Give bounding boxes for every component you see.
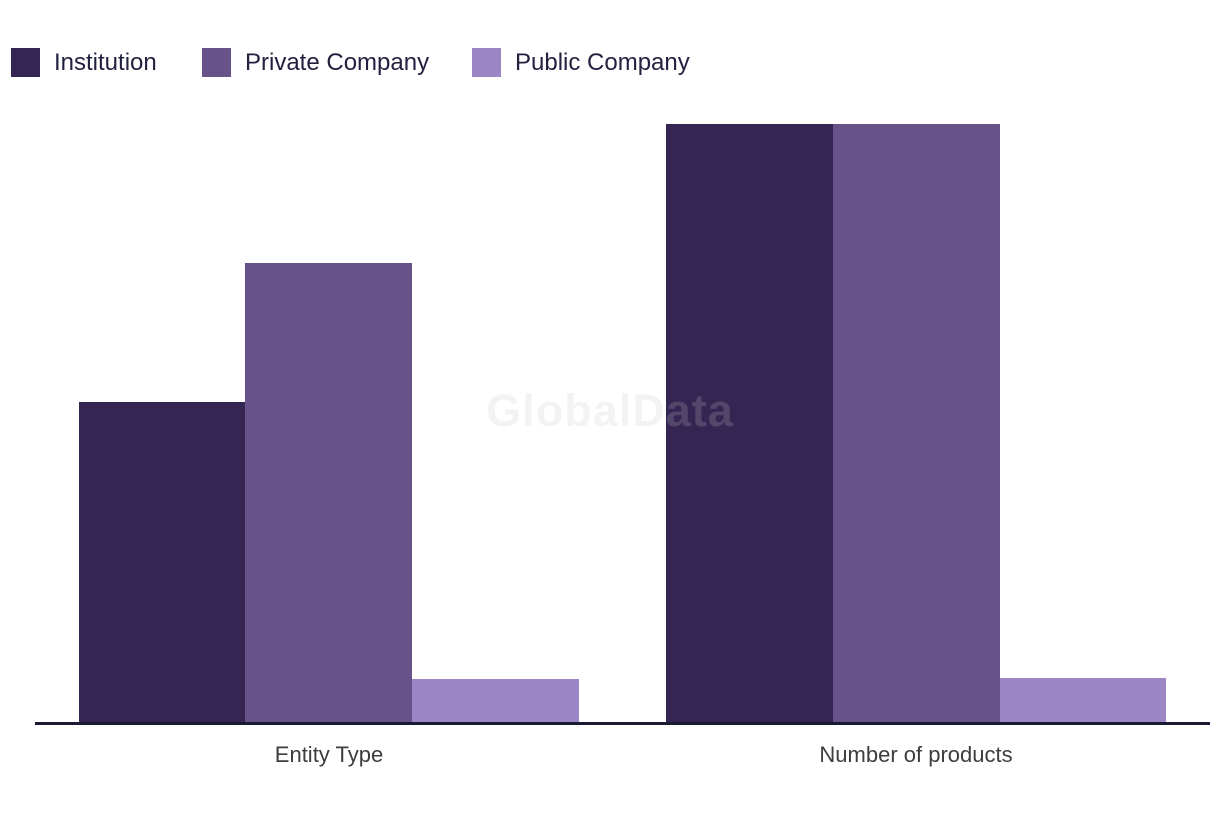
legend-label-public-company: Public Company [515, 49, 690, 76]
legend-item-private-company[interactable]: Private Company [202, 48, 429, 77]
legend-item-institution[interactable]: Institution [11, 48, 157, 77]
bar-entity-type-private-company[interactable] [245, 262, 413, 722]
category-label-entity-type: Entity Type [274, 742, 384, 767]
legend-label-institution: Institution [54, 49, 157, 76]
bar-number-of-products-public-company[interactable] [999, 678, 1167, 722]
legend-item-public-company[interactable]: Public Company [472, 48, 690, 77]
legend-label-private-company: Private Company [245, 49, 430, 76]
x-axis-line [35, 722, 1210, 725]
bar-number-of-products-private-company[interactable] [832, 124, 1000, 722]
legend-swatch-private-company-icon [202, 48, 231, 77]
bar-number-of-products-institution[interactable] [666, 124, 833, 722]
legend-swatch-institution-icon [11, 48, 40, 77]
bar-entity-type-institution[interactable] [78, 402, 246, 722]
legend-swatch-public-company-icon [472, 48, 501, 77]
category-label-number-of-products: Number of products [819, 742, 1013, 767]
bar-entity-type-public-company[interactable] [412, 678, 579, 722]
